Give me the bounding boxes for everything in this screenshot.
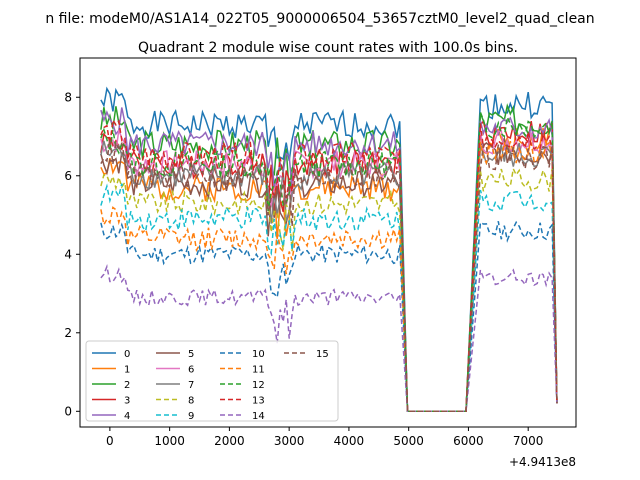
legend-label-5: 5 bbox=[188, 349, 194, 360]
x-tick-label: 3000 bbox=[274, 434, 305, 448]
legend-label-12: 12 bbox=[252, 380, 265, 391]
series-line-7 bbox=[100, 140, 558, 413]
legend-label-3: 3 bbox=[124, 396, 130, 407]
legend-label-7: 7 bbox=[188, 380, 194, 391]
y-axis: 0 2 4 6 8 bbox=[64, 90, 80, 418]
series-line-11 bbox=[100, 141, 558, 413]
legend-label-2: 2 bbox=[124, 380, 130, 391]
legend-label-13: 13 bbox=[252, 396, 265, 407]
legend-label-6: 6 bbox=[188, 365, 194, 376]
series-line-8 bbox=[100, 166, 558, 413]
x-tick-label: 7000 bbox=[513, 434, 544, 448]
legend-box bbox=[85, 340, 339, 422]
x-offset-label: +4.9413e8 bbox=[509, 455, 576, 469]
legend-label-1: 1 bbox=[124, 365, 130, 376]
figure-suptitle: n file: modeM0/AS1A14_022T05_9000006504_… bbox=[45, 11, 594, 27]
x-tick-label: 2000 bbox=[214, 434, 245, 448]
legend-label-11: 11 bbox=[252, 365, 265, 376]
x-tick-label: 6000 bbox=[453, 434, 484, 448]
legend-label-8: 8 bbox=[188, 396, 194, 407]
series-line-14 bbox=[100, 263, 558, 413]
series-line-0 bbox=[100, 86, 558, 413]
legend-label-10: 10 bbox=[252, 349, 265, 360]
x-tick-label: 1000 bbox=[154, 434, 185, 448]
series-line-9 bbox=[100, 183, 558, 413]
x-axis: 0 1000 2000 3000 4000 5000 6000 7000 bbox=[106, 427, 543, 448]
legend-label-4: 4 bbox=[124, 411, 130, 422]
y-tick-label: 4 bbox=[64, 247, 72, 261]
x-tick-label: 0 bbox=[106, 434, 114, 448]
legend-label-0: 0 bbox=[124, 349, 130, 360]
series-line-12 bbox=[100, 112, 558, 413]
y-tick-label: 2 bbox=[64, 326, 72, 340]
axes-frame bbox=[79, 57, 577, 428]
y-tick-label: 8 bbox=[64, 90, 72, 104]
legend-label-15: 15 bbox=[316, 349, 329, 360]
x-tick-label: 4000 bbox=[334, 434, 365, 448]
plot-lines bbox=[100, 86, 558, 413]
chart-title: Quadrant 2 module wise count rates with … bbox=[138, 40, 518, 56]
y-tick-label: 6 bbox=[64, 169, 72, 183]
legend-label-14: 14 bbox=[252, 411, 265, 422]
series-line-10 bbox=[100, 220, 558, 413]
series-line-13 bbox=[100, 118, 558, 413]
y-tick-label: 0 bbox=[64, 404, 72, 418]
legend-label-9: 9 bbox=[188, 411, 194, 422]
x-tick-label: 5000 bbox=[393, 434, 424, 448]
